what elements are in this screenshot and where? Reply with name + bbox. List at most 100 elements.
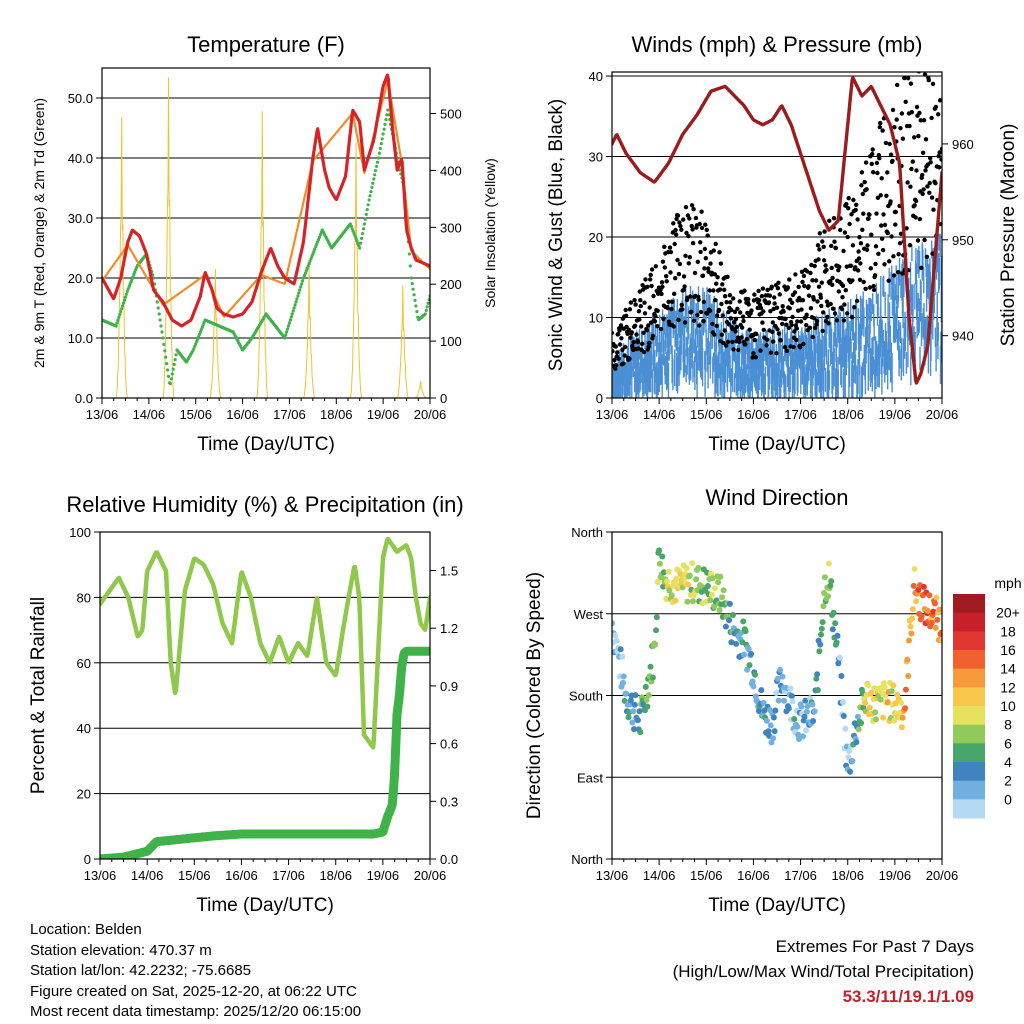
- gust-dot: [728, 316, 733, 321]
- gust-dot: [681, 287, 686, 293]
- y-tick-label: 40: [77, 721, 91, 736]
- gust-dot: [622, 353, 627, 358]
- gust-dot: [834, 318, 840, 323]
- gust-dot: [750, 355, 755, 360]
- x-tick-label: 16/06: [737, 868, 770, 883]
- direction-dot: [656, 547, 663, 554]
- temp-2m-line: [102, 73, 430, 328]
- direction-dot: [828, 578, 835, 585]
- y2-tick-label: 940: [952, 329, 974, 344]
- gust-dot: [708, 261, 713, 266]
- gust-dot: [707, 308, 713, 313]
- gust-dot: [755, 305, 760, 311]
- gust-dot: [858, 241, 864, 246]
- dewpoint-dot: [359, 241, 363, 245]
- gust-dot: [662, 244, 667, 249]
- gust-dot: [752, 292, 757, 297]
- extremes-box: Extremes For Past 7 Days (High/Low/Max W…: [673, 934, 974, 1009]
- gust-dot: [670, 299, 675, 304]
- gust-dot: [828, 278, 833, 284]
- direction-dot: [744, 666, 751, 673]
- dewpoint-dot: [115, 321, 119, 325]
- gust-dot: [672, 291, 677, 296]
- solar-spike: [162, 77, 175, 398]
- gust-dot: [817, 247, 822, 252]
- gust-dot: [698, 240, 703, 245]
- gust-dot: [873, 244, 879, 249]
- gust-dot: [627, 356, 632, 361]
- gust-dot: [859, 170, 865, 175]
- gust-dot: [717, 250, 722, 255]
- gust-dot: [894, 117, 899, 122]
- gust-dot: [658, 326, 664, 332]
- gust-dot: [739, 325, 745, 330]
- gust-dot: [729, 307, 734, 313]
- solar-spike: [115, 116, 128, 398]
- gust-dot: [915, 238, 921, 243]
- gust-dot: [824, 299, 830, 304]
- colorbar-swatch: [953, 706, 985, 726]
- gust-dot: [847, 221, 852, 227]
- dewpoint-dot: [354, 236, 358, 240]
- dewpoint-dot: [305, 266, 309, 270]
- direction-dot: [814, 687, 821, 693]
- direction-dot: [746, 662, 753, 669]
- x-tick-label: 20/06: [414, 407, 447, 422]
- gust-dot: [737, 299, 742, 304]
- direction-dot: [728, 639, 735, 646]
- dewpoint-dot: [318, 233, 322, 237]
- direction-dot: [755, 708, 762, 714]
- gust-dot: [794, 326, 799, 331]
- gust-dot: [928, 160, 933, 165]
- gust-dot: [671, 221, 676, 226]
- gust-dot: [731, 347, 736, 352]
- station-elevation: Station elevation: 470.37 m: [30, 941, 212, 959]
- gust-dot: [907, 123, 912, 129]
- gust-dot: [653, 264, 658, 269]
- y-axis-label: 2m & 9m T (Red, Orange) & 2m Td (Green): [31, 98, 47, 368]
- direction-dot: [619, 653, 626, 660]
- dewpoint-dot: [174, 353, 178, 357]
- y-tick-label: 0.0: [75, 391, 93, 406]
- gust-dot: [668, 249, 674, 255]
- gust-dot: [621, 361, 626, 366]
- gust-dot: [760, 320, 765, 325]
- gust-dot: [736, 347, 741, 353]
- dewpoint-dot: [412, 293, 416, 297]
- dewpoint-dot: [171, 367, 175, 371]
- gust-dot: [705, 311, 710, 316]
- recent-timestamp: Most recent data timestamp: 2025/12/20 0…: [30, 1003, 362, 1020]
- direction-dot: [767, 722, 774, 729]
- y-tick-label: 0: [596, 391, 603, 406]
- station-info: Location: Belden Station elevation: 470.…: [30, 920, 361, 1023]
- dewpoint-dot: [358, 246, 362, 250]
- gust-dot: [820, 328, 825, 334]
- dewpoint-dot: [383, 122, 387, 126]
- gust-dot: [867, 285, 873, 290]
- gust-dot: [623, 344, 628, 350]
- gust-dot: [837, 264, 842, 270]
- gust-dot: [702, 266, 707, 271]
- gust-dot: [912, 135, 917, 140]
- gust-dot: [878, 120, 883, 126]
- gust-dot: [713, 297, 718, 303]
- gust-dot: [756, 288, 761, 294]
- gust-dot: [861, 279, 866, 285]
- y2-tick-label: 960: [952, 137, 974, 152]
- gust-dot: [648, 277, 653, 282]
- gust-dot: [771, 339, 776, 344]
- y-tick-label: 40: [589, 69, 603, 84]
- direction-dot: [689, 598, 696, 605]
- direction-dot: [750, 683, 757, 690]
- gust-dot: [774, 351, 779, 356]
- gust-dot: [821, 244, 826, 249]
- gust-dot: [923, 168, 928, 173]
- gust-dot: [676, 317, 681, 323]
- gust-dot: [844, 201, 849, 207]
- colorbar-label: 18: [1000, 623, 1016, 639]
- direction-dot: [928, 619, 935, 626]
- gust-dot: [845, 234, 850, 240]
- y-tick-label: 20: [589, 230, 603, 245]
- direction-dot: [820, 603, 827, 610]
- gust-dot: [928, 155, 933, 161]
